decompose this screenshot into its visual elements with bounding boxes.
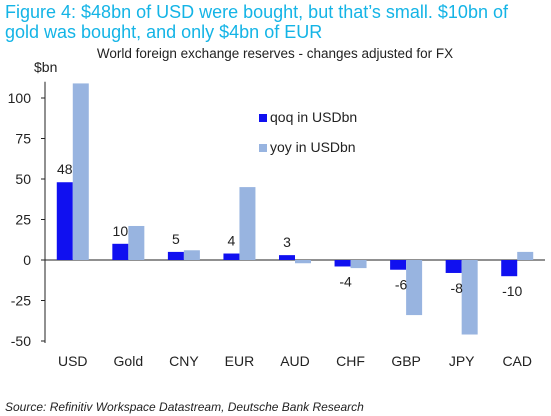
- x-tick-label-gbp: GBP: [391, 353, 421, 369]
- data-label-qoq-eur: 4: [228, 233, 236, 249]
- data-label-qoq-usd: 48: [57, 161, 73, 177]
- bar-qoq-chf: [334, 260, 351, 267]
- data-label-qoq-cad: -10: [502, 283, 522, 299]
- figure-title-line-1: Figure 4: $48bn of USD were bought, but …: [5, 2, 508, 22]
- y-tick-label: 25: [15, 212, 31, 228]
- figure-title-line-2: gold was bought, and only $4bn of EUR: [5, 22, 323, 42]
- data-label-qoq-gbp: -6: [395, 277, 408, 293]
- bar-qoq-aud: [279, 255, 295, 260]
- bar-qoq-cad: [501, 260, 518, 277]
- x-tick-label-cny: CNY: [169, 353, 199, 369]
- legend-swatch-qoq: [259, 114, 267, 122]
- figure-title: Figure 4: $48bn of USD were bought, but …: [5, 2, 551, 42]
- bar-qoq-eur: [223, 253, 240, 260]
- reserves-bar-chart: World foreign exchange reserves - change…: [8, 46, 545, 369]
- legend-swatch-yoy: [259, 144, 267, 152]
- bar-yoy-chf: [350, 260, 367, 269]
- y-tick-label: -25: [11, 293, 31, 309]
- bar-qoq-gold: [112, 243, 129, 260]
- bar-yoy-eur: [239, 187, 256, 260]
- source-note: Source: Refinitiv Workspace Datastream, …: [5, 400, 364, 414]
- y-axis-unit-label: $bn: [34, 59, 57, 75]
- data-label-qoq-cny: 5: [172, 231, 180, 247]
- y-tick-label: 100: [8, 90, 32, 106]
- data-label-qoq-chf: -4: [339, 273, 352, 289]
- x-tick-label-aud: AUD: [280, 353, 310, 369]
- bar-qoq-usd: [56, 182, 73, 260]
- chart-title: World foreign exchange reserves - change…: [97, 46, 453, 61]
- bar-yoy-cad: [517, 251, 534, 260]
- x-tick-label-usd: USD: [58, 353, 88, 369]
- legend-label-qoq: qoq in USDbn: [270, 109, 357, 125]
- legend-label-yoy: yoy in USDbn: [270, 139, 356, 155]
- bar-yoy-aud: [295, 260, 311, 264]
- x-tick-label-gold: Gold: [114, 353, 144, 369]
- y-tick-label: 75: [15, 131, 31, 147]
- bar-yoy-usd: [72, 83, 89, 260]
- y-tick-label: 50: [15, 171, 31, 187]
- x-tick-label-eur: EUR: [225, 353, 255, 369]
- data-label-qoq-jpy: -8: [450, 280, 463, 296]
- x-tick-label-chf: CHF: [336, 353, 365, 369]
- data-label-qoq-aud: 3: [283, 234, 291, 250]
- y-tick-label: 0: [23, 252, 31, 268]
- y-tick-label: -50: [11, 333, 31, 349]
- bar-qoq-gbp: [390, 260, 407, 270]
- bar-yoy-gbp: [406, 260, 423, 316]
- bar-qoq-jpy: [445, 260, 462, 273]
- bar-yoy-gold: [128, 225, 145, 260]
- x-tick-label-cad: CAD: [502, 353, 532, 369]
- bar-yoy-cny: [183, 250, 200, 260]
- chart-container: World foreign exchange reserves - change…: [0, 44, 551, 384]
- x-tick-label-jpy: JPY: [449, 353, 475, 369]
- bar-yoy-jpy: [461, 260, 478, 335]
- bar-qoq-cny: [167, 251, 184, 260]
- data-label-qoq-gold: 10: [113, 223, 129, 239]
